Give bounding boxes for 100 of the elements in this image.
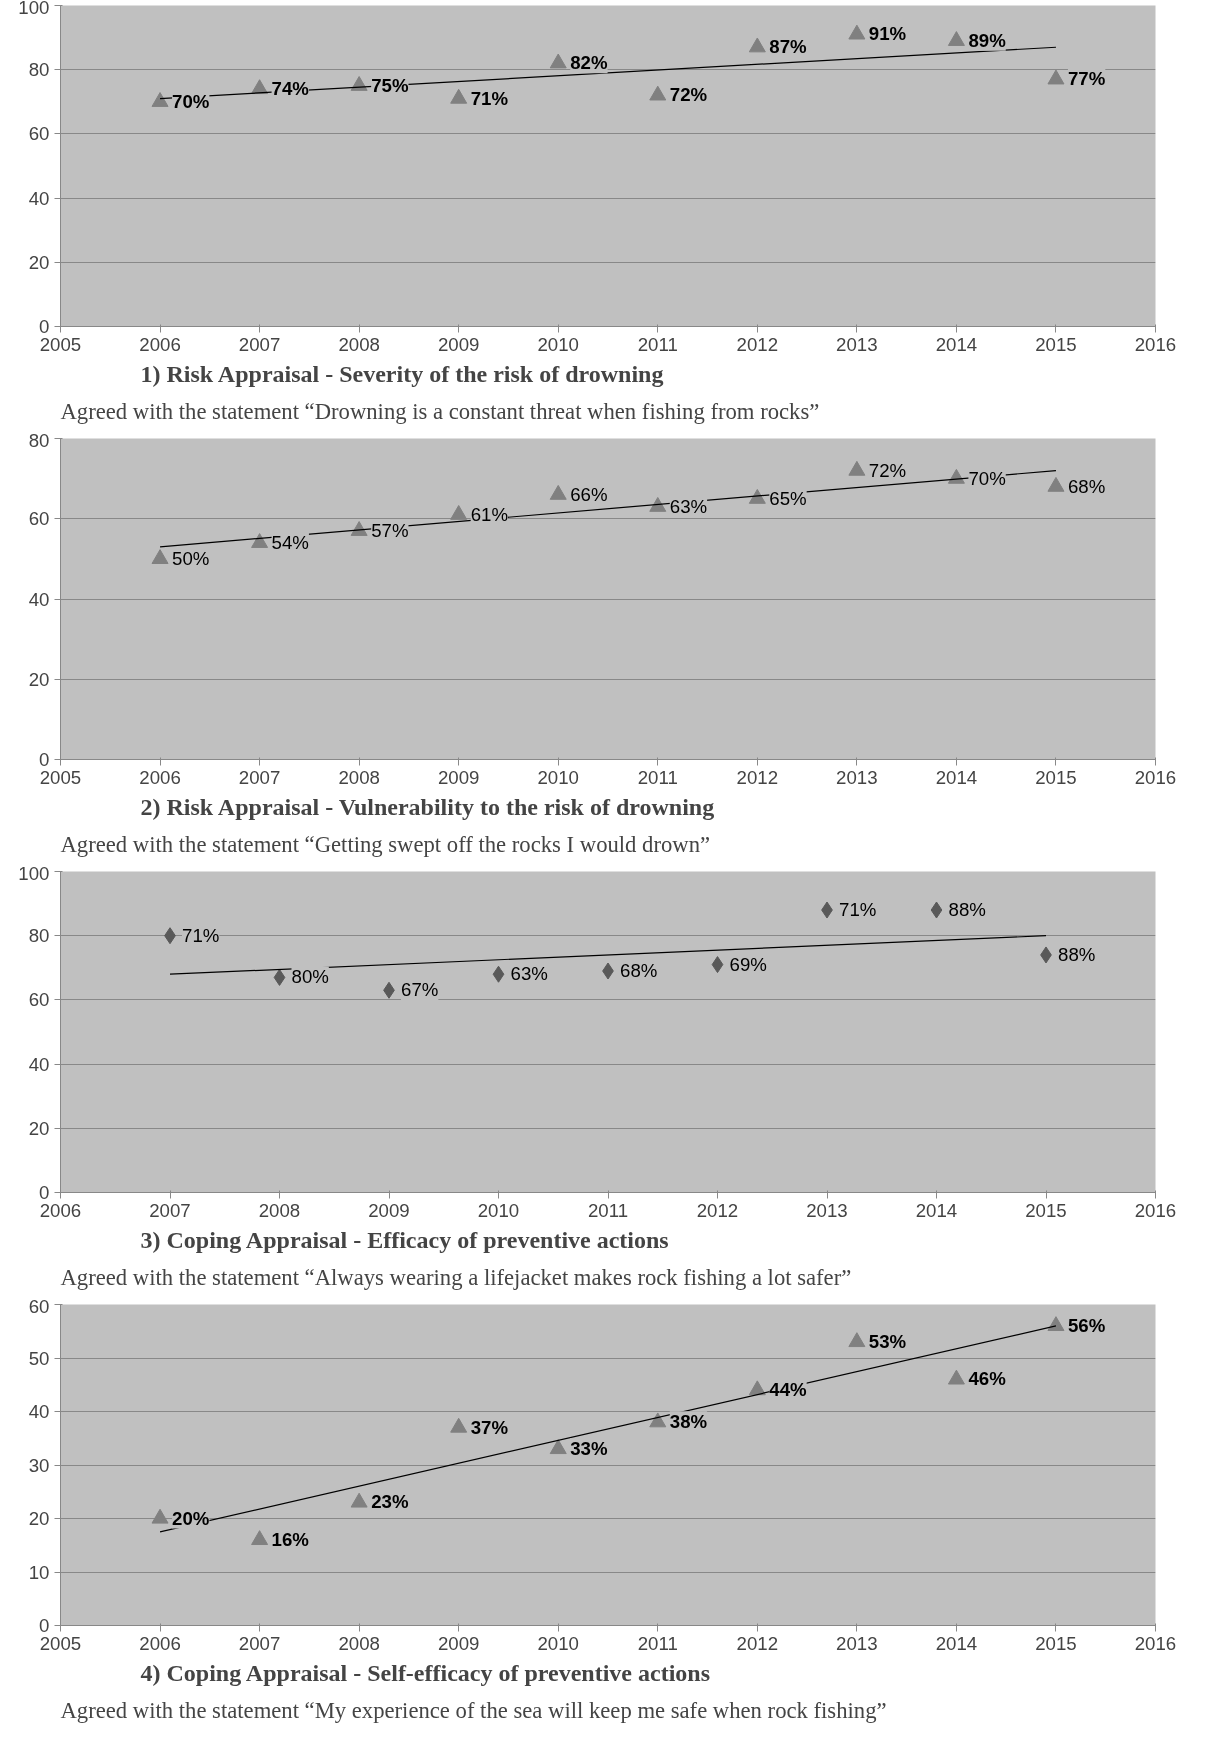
annotation: 88% bbox=[1058, 943, 1096, 965]
y-tick-label: 80 bbox=[28, 59, 50, 81]
y-tick-label: 100 bbox=[18, 0, 50, 18]
point bbox=[151, 549, 169, 564]
point bbox=[450, 505, 468, 520]
point bbox=[251, 1530, 269, 1546]
data-label: 57% bbox=[371, 519, 409, 541]
x-tick-label: 2015 bbox=[1035, 766, 1077, 788]
point bbox=[848, 24, 866, 40]
data-label: 61% bbox=[470, 503, 509, 525]
x-tick-label: 2016 bbox=[1134, 333, 1177, 355]
x-tick-label: 2013 bbox=[836, 333, 878, 355]
point bbox=[748, 1380, 766, 1396]
point bbox=[1047, 476, 1065, 492]
point bbox=[649, 496, 667, 512]
x-tick-label: 2012 bbox=[696, 1199, 739, 1221]
y-tick-label: 20 bbox=[28, 251, 50, 273]
y-tick-label: 40 bbox=[28, 1401, 50, 1422]
y-tick-label: 20 bbox=[28, 668, 50, 690]
text: 3) Coping Appraisal - Efficacy of preventive actions bbox=[140, 1226, 669, 1253]
x-tick-label: 2016 bbox=[1134, 766, 1177, 788]
data-label: 65% bbox=[769, 487, 807, 509]
x-tick-label: 2009 bbox=[368, 1199, 410, 1221]
x-tick-label: 2012 bbox=[736, 333, 779, 355]
data-label: 44% bbox=[769, 1379, 808, 1401]
x-tick-label: 2016 bbox=[1134, 1632, 1177, 1654]
data-label: 70% bbox=[172, 90, 210, 112]
data-label: 50% bbox=[172, 547, 210, 569]
y-tick-label: 40 bbox=[28, 1053, 50, 1075]
data-label: 38% bbox=[669, 1411, 708, 1433]
data-label: 63% bbox=[669, 495, 708, 517]
x-tick-label: 2010 bbox=[537, 333, 579, 355]
data-label: 82% bbox=[570, 52, 608, 74]
point bbox=[450, 88, 468, 104]
x-tick-label: 2008 bbox=[338, 766, 380, 788]
annotation: 71% bbox=[839, 899, 877, 921]
data-label: 54% bbox=[271, 531, 309, 553]
data-label: 87% bbox=[769, 36, 808, 58]
x-tick-label: 2015 bbox=[1025, 1199, 1067, 1221]
x-tick-label: 2016 bbox=[1134, 1199, 1177, 1221]
x-tick-label: 2007 bbox=[238, 766, 281, 788]
x-tick-label: 2015 bbox=[1035, 333, 1077, 355]
x-tick-label: 2010 bbox=[537, 766, 579, 788]
x-tick-label: 2010 bbox=[537, 1632, 579, 1654]
point bbox=[251, 533, 269, 548]
annotation: 88% bbox=[948, 899, 986, 921]
point bbox=[848, 460, 866, 476]
x-tick-label: 2006 bbox=[139, 766, 181, 788]
point bbox=[748, 37, 766, 53]
x-tick-label: 2012 bbox=[736, 766, 779, 788]
annotation: 67% bbox=[401, 979, 439, 1001]
x-tick-label: 2012 bbox=[736, 1632, 779, 1654]
x-tick-label: 2014 bbox=[935, 766, 978, 788]
y-tick-label: 100 bbox=[18, 862, 50, 884]
annotation: 68% bbox=[620, 960, 658, 982]
x-tick-label: 2009 bbox=[437, 766, 480, 788]
data-label: 66% bbox=[570, 483, 608, 505]
x-tick-label: 2011 bbox=[637, 766, 678, 788]
data-label: 71% bbox=[470, 87, 509, 109]
x-tick-label: 2006 bbox=[139, 1632, 181, 1654]
x-tick-label: 2006 bbox=[139, 333, 181, 355]
y-tick-label: 30 bbox=[28, 1454, 50, 1476]
y-tick-label: 60 bbox=[28, 508, 50, 530]
point bbox=[549, 53, 567, 69]
point bbox=[450, 1417, 468, 1433]
y-tick-label: 40 bbox=[28, 588, 50, 610]
x-tick-label: 2013 bbox=[806, 1199, 848, 1221]
y-tick-label: 50 bbox=[28, 1347, 50, 1369]
y-tick-label: 10 bbox=[28, 1561, 50, 1583]
y-tick-label: 20 bbox=[28, 1508, 50, 1529]
data-label: 91% bbox=[868, 23, 907, 45]
data-label: 74% bbox=[271, 77, 310, 99]
point bbox=[350, 1492, 368, 1508]
text: 4) Coping Appraisal - Self-efficacy of preventive actions bbox=[140, 1659, 710, 1686]
point bbox=[848, 1332, 866, 1348]
x-tick-label: 2008 bbox=[338, 333, 380, 355]
data-label: 72% bbox=[669, 84, 708, 106]
data-label: 72% bbox=[868, 459, 907, 481]
x-tick-label: 2011 bbox=[587, 1199, 629, 1221]
point bbox=[649, 1412, 667, 1428]
y-tick-label: 80 bbox=[28, 429, 50, 451]
point bbox=[1047, 1316, 1065, 1332]
data-label: 23% bbox=[371, 1491, 409, 1513]
text: 2) Risk Appraisal - Vulnerability to the risk of drowning bbox=[140, 793, 715, 820]
y-tick-label: 40 bbox=[28, 187, 50, 209]
x-tick-label: 2009 bbox=[437, 333, 480, 355]
data-label: 53% bbox=[868, 1330, 907, 1352]
x-tick-label: 2014 bbox=[935, 333, 978, 355]
data-label: 68% bbox=[1067, 475, 1106, 497]
data-label: 20% bbox=[172, 1507, 210, 1529]
data-label: 77% bbox=[1067, 68, 1106, 90]
text: Agreed with the statement “Drowning is a constant threat when fishing from rocks” bbox=[60, 398, 820, 424]
text: Agreed with the statement “Always wearing a lifejacket makes rock fishing a lot safer” bbox=[60, 1264, 852, 1290]
point bbox=[930, 901, 943, 919]
x-tick-label: 2009 bbox=[437, 1632, 480, 1654]
x-tick-label: 2015 bbox=[1035, 1632, 1077, 1654]
data-label: 37% bbox=[470, 1416, 509, 1438]
x-tick-label: 2007 bbox=[238, 333, 281, 355]
point bbox=[273, 968, 286, 986]
x-tick-label: 2008 bbox=[338, 1632, 380, 1654]
